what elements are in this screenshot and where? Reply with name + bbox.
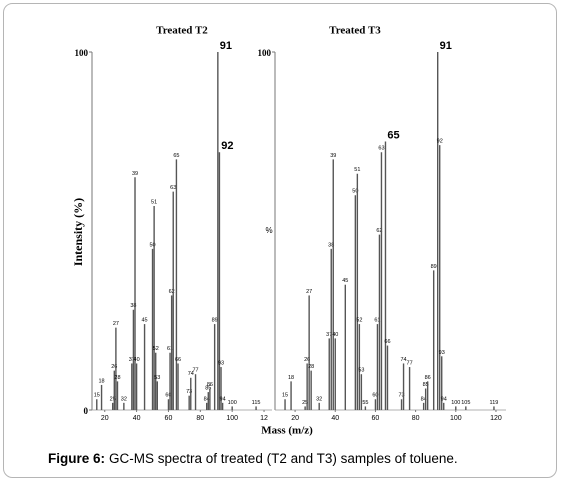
peak-label: 50 [352,189,358,195]
peak-label: 27 [113,321,119,327]
peak-label: 40 [332,332,338,338]
x-axis-label: Mass (m/z) [261,425,313,437]
peak-label: 45 [342,278,348,284]
peak-label: 40 [134,357,140,363]
peak-label: 15 [94,393,100,399]
peak-label: 100 [451,400,460,406]
peak-label: 62 [169,289,175,295]
peak-label: 84 [204,396,210,402]
y-tick-label: 100 [258,48,272,58]
peak-label: 63 [378,146,384,152]
caption: Figure 6: GC-MS spectra of treated (T2 an… [48,451,458,466]
x-tick-label: 20 [291,415,299,422]
y-tick-label: 0 [84,406,89,416]
peak-label: 26 [304,357,310,363]
peak-label: 60 [372,393,378,399]
peak-label: 18 [288,375,294,381]
peak-label: 119 [490,400,499,406]
peak-label: 77 [407,360,413,366]
peak-label: 27 [306,289,312,295]
peak-label: 115 [252,400,261,406]
peak-label: 51 [151,199,157,205]
peak-label: 86 [425,375,431,381]
chart-title: Treated T2 [156,25,208,37]
x-tick-label: 40 [133,415,141,422]
peak-label: 94 [220,396,226,402]
peak-label: 93 [218,360,224,366]
peak-label: 55 [362,400,368,406]
peak-label: 28 [308,364,314,370]
peak-label: 39 [330,153,336,159]
peak-label: 92 [221,140,233,152]
caption-label: Figure 6: [48,451,105,466]
peak-label: 74 [188,371,194,377]
chart-title: Treated T3 [329,25,381,37]
peak-label: 18 [98,378,104,384]
peak-label: 32 [316,396,322,402]
peak-label: 73 [398,393,404,399]
peak-label: 74 [400,357,406,363]
peak-label: 77 [192,368,198,374]
peak-label: 89 [212,318,218,324]
peak-label: 85 [423,382,429,388]
peak-label: 26 [111,364,117,370]
peak-label: 61 [167,346,173,352]
peak-label: 66 [384,339,390,345]
peak-label: 85 [205,386,211,392]
y-axis-label: Intensity (%) [71,198,85,266]
peak-label: 105 [461,400,470,406]
x-tick-label: 80 [412,415,420,422]
x-tick-label: 12 [260,415,268,422]
peak-label: 65 [387,129,399,141]
x-tick-label: 60 [372,415,380,422]
peak-label: 53 [154,375,160,381]
peak-label: 100 [228,400,237,406]
peak-label: 45 [142,318,148,324]
peak-label: 53 [358,368,364,374]
peak-label: 39 [132,171,138,177]
peak-label: 50 [149,242,155,248]
peak-label: 62 [376,228,382,234]
peak-label: 25 [110,396,116,402]
x-tick-label: 40 [331,415,339,422]
peak-label: 61 [374,318,380,324]
peak-label: 94 [441,396,447,402]
y-tick-label: 100 [75,48,89,58]
peak-label: 86 [207,382,213,388]
peak-label: 84 [421,396,427,402]
peak-label: 52 [153,346,159,352]
x-tick-label: 80 [196,415,204,422]
peak-label: 37 [129,357,135,363]
peak-label: 52 [356,318,362,324]
peak-label: 65 [173,153,179,159]
peak-label: 15 [282,393,288,399]
peak-label: 51 [354,167,360,173]
x-tick-label: 100 [450,415,462,422]
peak-label: 38 [328,242,334,248]
peak-label: 92 [437,139,443,145]
x-tick-label: 100 [226,415,238,422]
peak-label: 32 [121,396,127,402]
peak-label: 91 [220,40,232,52]
y-axis-label: % [265,226,272,235]
peak-label: 73 [186,389,192,395]
peak-label: 25 [302,400,308,406]
x-tick-label: 20 [101,415,109,422]
peak-label: 60 [165,393,171,399]
x-tick-label: 120 [490,415,502,422]
x-tick-label: 60 [165,415,173,422]
peak-label: 38 [130,303,136,309]
peak-label: 66 [175,357,181,363]
peak-label: 89 [431,264,437,270]
figure-frame [3,3,557,478]
peak-label: 91 [440,40,452,52]
caption-text: GC-MS spectra of treated (T2 and T3) sam… [109,451,458,466]
peak-label: 93 [439,350,445,356]
peak-label: 63 [170,185,176,191]
peak-label: 28 [114,375,120,381]
peak-label: 37 [326,332,332,338]
